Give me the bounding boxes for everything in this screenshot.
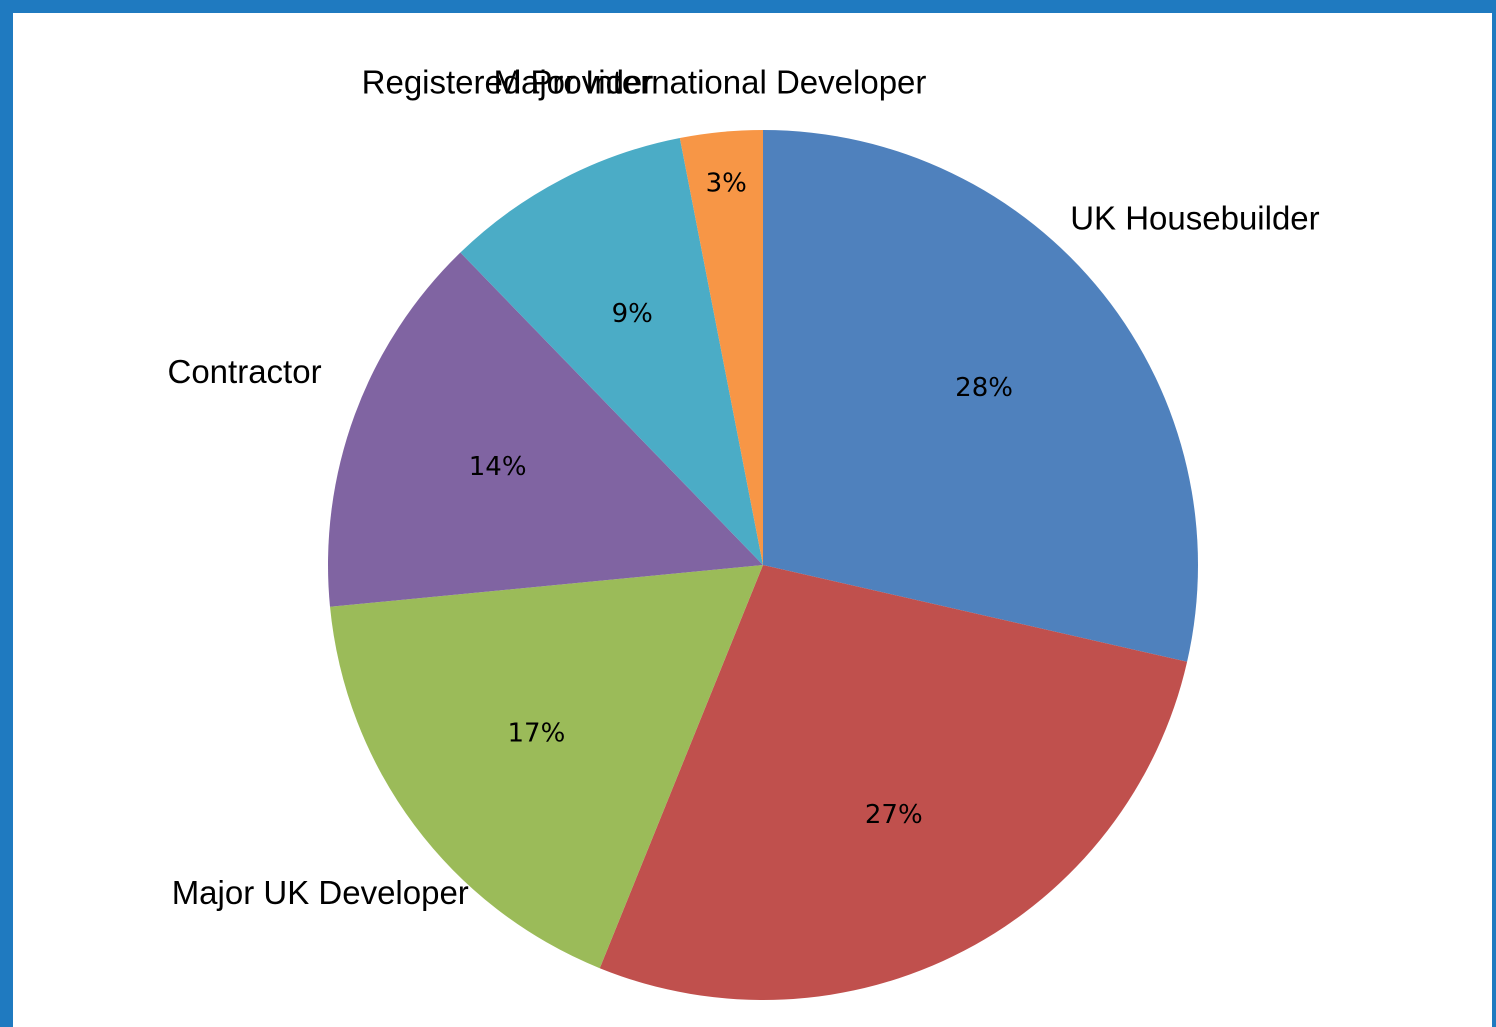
- category-label: Registered Provider: [362, 64, 654, 101]
- pie-slice: [599, 565, 1188, 1000]
- pie-slice: [460, 138, 763, 565]
- category-label: Major International Developer: [493, 64, 926, 101]
- category-label: UK Housebuilder: [1070, 199, 1319, 236]
- data-label: 17%: [508, 719, 566, 749]
- data-label: 27%: [865, 800, 923, 830]
- data-label: 28%: [955, 373, 1013, 403]
- pie-slice: [330, 565, 763, 969]
- data-label: 14%: [469, 452, 527, 482]
- category-label: Major UK Developer: [172, 874, 469, 911]
- pie-slice: [679, 130, 763, 565]
- data-label: 9%: [612, 299, 653, 329]
- data-label: 3%: [706, 168, 747, 198]
- category-label: Contractor: [168, 353, 322, 390]
- pie-slice: [327, 252, 763, 607]
- pie-slice: [763, 130, 1198, 662]
